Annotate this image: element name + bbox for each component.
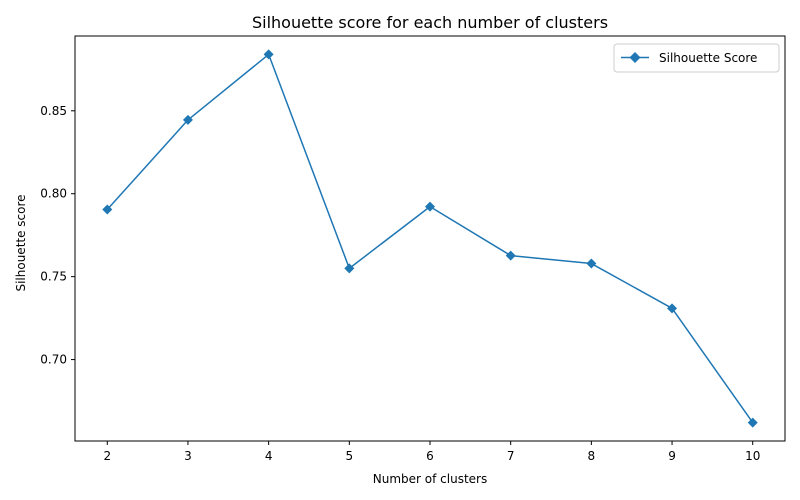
data-point [425, 201, 435, 212]
data-point [747, 417, 758, 428]
data-point [667, 303, 678, 314]
y-tick-label: 0.75 [40, 270, 67, 284]
x-tick-label: 3 [184, 449, 192, 463]
data-point [344, 263, 355, 274]
data-point [102, 204, 113, 215]
legend-marker [629, 52, 641, 63]
y-tick-label: 0.85 [40, 104, 67, 118]
y-axis-label: Silhouette score [14, 194, 28, 291]
x-tick-label: 8 [588, 449, 596, 463]
x-tick-label: 9 [668, 449, 676, 463]
x-tick-label: 7 [507, 449, 515, 463]
chart-title: Silhouette score for each number of clus… [252, 13, 608, 32]
x-tick-label: 6 [426, 449, 434, 463]
x-tick-label: 5 [345, 449, 353, 463]
x-axis-label: Number of clusters [373, 472, 487, 486]
x-tick-label: 10 [745, 449, 760, 463]
x-tick-label: 4 [265, 449, 273, 463]
x-tick-label: 2 [103, 449, 111, 463]
data-point [505, 250, 516, 261]
data-point [586, 258, 597, 269]
y-tick-label: 0.70 [40, 353, 67, 367]
legend: Silhouette Score [613, 43, 780, 73]
plot-area: 2 3 4 5 6 7 8 9 10 0.70 0.75 0.80 0.85 [40, 35, 786, 463]
legend-frame [613, 43, 780, 73]
data-point [182, 114, 193, 125]
y-tick-label: 0.80 [40, 187, 67, 201]
data-point [263, 49, 274, 60]
legend-label: Silhouette Score [659, 51, 757, 65]
